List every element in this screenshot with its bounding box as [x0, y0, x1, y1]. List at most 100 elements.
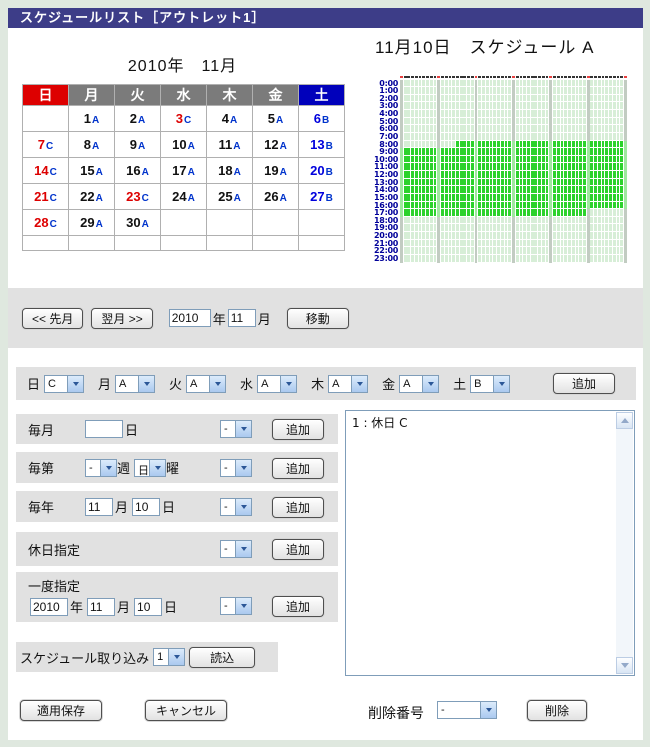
time-cell [437, 125, 441, 133]
once-add-button[interactable]: 追加 [272, 596, 324, 617]
month-input[interactable] [227, 309, 256, 327]
weekday-schedule-select[interactable]: A [328, 374, 369, 393]
calendar-cell[interactable]: 10A [160, 131, 207, 158]
calendar-cell[interactable]: 22A [68, 183, 115, 210]
weekday-schedule-select[interactable]: C [44, 374, 85, 393]
calendar-cell[interactable] [160, 235, 207, 251]
calendar-cell[interactable]: 1A [68, 105, 115, 132]
rule-listbox[interactable]: 1 : 休日 C [345, 410, 635, 676]
calendar-cell[interactable]: 26A [252, 183, 299, 210]
time-cell [549, 148, 553, 156]
rule-list-item[interactable]: 1 : 休日 C [352, 416, 408, 430]
nth-week-priority-select[interactable]: - [220, 458, 252, 477]
calendar-cell[interactable] [68, 235, 115, 251]
yearly-add-button[interactable]: 追加 [272, 496, 324, 518]
calendar-cell[interactable]: 27B [298, 183, 345, 210]
time-cell [530, 186, 534, 193]
once-day-input[interactable] [134, 597, 163, 616]
time-cell [624, 148, 627, 156]
calendar-cell[interactable]: 23C [114, 183, 161, 210]
calendar-cell[interactable] [206, 209, 253, 236]
calendar-cell[interactable]: 8A [68, 131, 115, 158]
yearly-month-input[interactable] [85, 497, 113, 516]
listbox-scrollbar[interactable] [616, 412, 633, 674]
weekday-schedule-select[interactable]: B [470, 374, 511, 393]
time-cell [586, 117, 590, 126]
time-cell [429, 117, 433, 125]
weekday-schedule-select[interactable]: A [115, 374, 156, 393]
monthly-add-button[interactable]: 追加 [272, 419, 324, 440]
delete-button[interactable]: 削除 [527, 700, 587, 721]
calendar-cell[interactable] [22, 235, 69, 251]
calendar-cell[interactable]: 15A [68, 157, 115, 184]
delete-number-select[interactable]: - [437, 701, 497, 719]
calendar-cell[interactable] [206, 235, 253, 251]
time-cell [470, 232, 474, 239]
calendar-cell[interactable]: 19A [252, 157, 299, 184]
holiday-add-button[interactable]: 追加 [272, 539, 324, 560]
calendar-cell[interactable] [298, 235, 345, 251]
calendar-cell[interactable]: 3C [160, 105, 207, 132]
calendar-cell[interactable] [114, 235, 161, 251]
calendar-cell[interactable]: 28C [22, 209, 69, 236]
calendar-cell[interactable]: 5A [252, 105, 299, 132]
once-month-input[interactable] [87, 597, 116, 616]
time-cell [441, 209, 444, 216]
weekday-schedule-select[interactable]: A [399, 374, 440, 393]
calendar-cell[interactable]: 11A [206, 131, 253, 158]
once-year-input[interactable] [30, 597, 68, 616]
scroll-down-icon[interactable] [616, 657, 633, 674]
yearly-day-input[interactable] [132, 497, 161, 516]
nth-week-add-button[interactable]: 追加 [272, 457, 324, 479]
calendar-cell[interactable]: 21C [22, 183, 69, 210]
time-cell [504, 232, 508, 239]
calendar-cell[interactable]: 25A [206, 183, 253, 210]
calendar-cell[interactable]: 24A [160, 183, 207, 210]
calendar-cell[interactable]: 30A [114, 209, 161, 236]
calendar-cell[interactable]: 14C [22, 157, 69, 184]
calendar-cell[interactable] [252, 209, 299, 236]
yearly-priority-select[interactable]: - [220, 497, 252, 516]
calendar-cell[interactable] [22, 105, 69, 132]
calendar-cell[interactable] [298, 209, 345, 236]
time-cell [609, 254, 612, 262]
monthly-day-input[interactable] [85, 420, 123, 438]
prev-month-button[interactable]: << 先月 [22, 307, 84, 329]
calendar-cell[interactable]: 4A [206, 105, 253, 132]
time-cell [452, 117, 456, 125]
calendar-cell[interactable] [160, 209, 207, 236]
time-cell [508, 224, 512, 232]
calendar-cell[interactable]: 13B [298, 131, 345, 158]
once-priority-select[interactable]: - [220, 597, 252, 615]
calendar-cell[interactable]: 12A [252, 131, 299, 158]
calendar-cell[interactable]: 17A [160, 157, 207, 184]
apply-save-button[interactable]: 適用保存 [20, 700, 102, 721]
next-month-button[interactable]: 翌月 >> [91, 307, 153, 329]
calendar-day-schedule-code: C [49, 166, 57, 178]
calendar-cell[interactable]: 18A [206, 157, 253, 184]
scroll-up-icon[interactable] [616, 412, 633, 429]
load-button[interactable]: 読込 [189, 646, 256, 668]
calendar-cell[interactable]: 2A [114, 105, 161, 132]
calendar-cell[interactable] [252, 235, 299, 251]
move-button[interactable]: 移動 [286, 307, 349, 329]
monthly-priority-select[interactable]: - [220, 420, 252, 438]
schedule-import-select[interactable]: 1 [153, 648, 186, 666]
weekday-schedule-select[interactable]: A [257, 374, 298, 393]
calendar-cell[interactable]: 16A [114, 157, 161, 184]
cancel-button[interactable]: キャンセル [145, 700, 227, 721]
weekday-schedule-select[interactable]: A [186, 374, 227, 393]
time-cell [590, 224, 594, 232]
time-cell [612, 216, 616, 224]
time-cell [590, 239, 594, 247]
year-input[interactable] [168, 309, 211, 327]
calendar-cell[interactable]: 29A [68, 209, 115, 236]
holiday-priority-select[interactable]: - [220, 540, 252, 558]
calendar-cell[interactable]: 6B [298, 105, 345, 132]
nth-week-number-select[interactable]: - [85, 458, 117, 477]
calendar-cell[interactable]: 7C [22, 131, 69, 158]
weekday-add-button[interactable]: 追加 [553, 373, 615, 394]
calendar-cell[interactable]: 9A [114, 131, 161, 158]
calendar-cell[interactable]: 20B [298, 157, 345, 184]
nth-week-dow-select[interactable]: 日 [134, 458, 167, 477]
